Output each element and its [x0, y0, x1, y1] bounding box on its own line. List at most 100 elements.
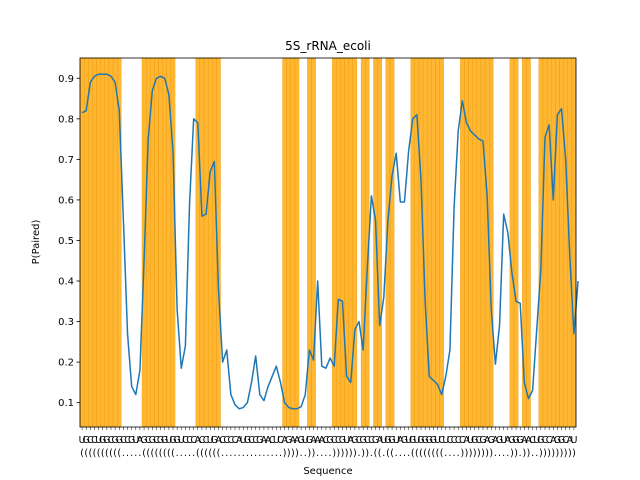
structure-char-label: )	[477, 448, 481, 459]
structure-char-label: .	[498, 448, 501, 459]
structure-char-label: (	[163, 448, 167, 459]
structure-char-label: )	[308, 448, 312, 459]
x-axis-ticks	[81, 427, 575, 430]
structure-char-label: )	[572, 448, 576, 459]
structure-char-label: )	[336, 448, 340, 459]
structure-char-label: (	[146, 448, 150, 459]
paired-band	[414, 57, 420, 428]
sequence-char-label: G	[140, 435, 147, 446]
sequence-char-label: U	[413, 435, 420, 446]
sequence-char-label: C	[153, 435, 160, 446]
structure-char-label: (	[440, 448, 444, 459]
paired-band	[290, 57, 296, 428]
structure-char-label: )	[527, 448, 531, 459]
sequence-char-label: A	[463, 435, 470, 446]
paired-band	[410, 57, 415, 428]
paired-band	[112, 57, 118, 428]
structure-char-label: (	[374, 448, 378, 459]
structure-char-label: .	[399, 448, 402, 459]
y-tick-label: 0.5	[58, 236, 74, 247]
structure-char-label: .	[138, 448, 141, 459]
paired-band	[282, 57, 287, 428]
sequence-char-label: A	[397, 435, 404, 446]
structure-char-label: (	[196, 448, 200, 459]
structure-char-label: )	[460, 448, 464, 459]
paired-band	[100, 57, 105, 428]
sequence-char-label: G	[173, 435, 180, 446]
structure-char-label: (	[432, 448, 436, 459]
structure-char-label: .	[316, 448, 319, 459]
sequence-char-label: G	[517, 435, 524, 446]
structure-char-label: (	[415, 448, 419, 459]
sequence-char-label: A	[505, 435, 512, 446]
paired-band	[212, 57, 217, 428]
sequence-char-label: U	[570, 435, 577, 446]
sequence-char-label: G	[256, 435, 263, 446]
paired-band	[104, 57, 110, 428]
sequence-char-label: A	[550, 435, 557, 446]
structure-char-label: )	[365, 448, 369, 459]
sequence-char-label: C	[248, 435, 255, 446]
sequence-char-label: C	[335, 435, 342, 446]
paired-band	[199, 57, 205, 428]
y-tick-label: 0.9	[58, 74, 74, 85]
structure-char-label: .	[262, 448, 265, 459]
sequence-char-label: G	[388, 435, 395, 446]
sequence-char-label: C	[331, 435, 338, 446]
sequence-char-label: A	[521, 435, 528, 446]
structure-char-label: .	[130, 448, 133, 459]
structure-char-label: .	[300, 448, 303, 459]
structure-char-label: .	[535, 448, 538, 459]
sequence-char-label: C	[529, 435, 536, 446]
structure-char-label: )	[551, 448, 555, 459]
structure-char-label: .	[180, 448, 183, 459]
structure-char-label: .	[184, 448, 187, 459]
structure-char-label: )	[361, 448, 365, 459]
sequence-char-label: C	[199, 435, 206, 446]
structure-char-label: (	[217, 448, 221, 459]
structure-char-label: .	[395, 448, 398, 459]
structure-char-label: .	[246, 448, 249, 459]
structure-char-label: )	[539, 448, 543, 459]
paired-band	[389, 57, 395, 428]
sequence-char-label: U	[393, 435, 400, 446]
paired-band	[203, 57, 209, 428]
sequence-char-label: C	[562, 435, 569, 446]
paired-band	[311, 57, 316, 428]
sequence-char-label: U	[165, 435, 172, 446]
sequence-char-label: G	[401, 435, 408, 446]
structure-char-label: .	[448, 448, 451, 459]
sequence-char-label: A	[525, 435, 532, 446]
structure-char-label: .	[403, 448, 406, 459]
structure-char-label: .	[238, 448, 241, 459]
structure-char-label: (	[419, 448, 423, 459]
structure-char-label: )	[543, 448, 547, 459]
structure-char-label: (	[150, 448, 154, 459]
sequence-char-label: C	[182, 435, 189, 446]
structure-char-label: (	[84, 448, 88, 459]
sequence-char-label: A	[215, 435, 222, 446]
sequence-char-label: G	[128, 435, 135, 446]
y-tick-label: 0.8	[58, 114, 74, 125]
x-axis-title: Sequence	[303, 466, 352, 477]
structure-char-label: )	[291, 448, 295, 459]
structure-char-label: )	[564, 448, 568, 459]
sequence-char-label: C	[190, 435, 197, 446]
structure-char-label: .	[502, 448, 505, 459]
structure-char-label: (	[208, 448, 212, 459]
sequence-char-label: C	[232, 435, 239, 446]
structure-char-label: (	[427, 448, 431, 459]
structure-char-label: (	[212, 448, 216, 459]
structure-char-label: .	[275, 448, 278, 459]
paired-band	[154, 57, 159, 428]
structure-char-label: (	[171, 448, 175, 459]
sequence-char-label: G	[306, 435, 313, 446]
sequence-char-label: A	[492, 435, 499, 446]
structure-char-label: )	[560, 448, 564, 459]
sequence-char-label: C	[87, 435, 94, 446]
sequence-char-label: U	[273, 435, 280, 446]
sequence-char-label: G	[99, 435, 106, 446]
sequence-char-label: A	[319, 435, 326, 446]
structure-char-label: )	[489, 448, 493, 459]
